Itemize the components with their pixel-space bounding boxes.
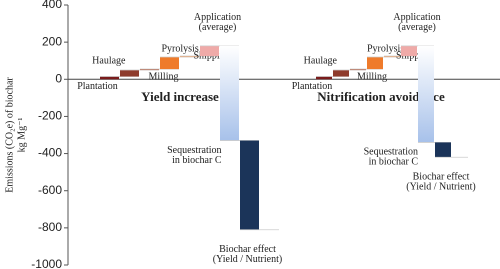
group-title: Nitrification avoidance	[317, 89, 445, 104]
bar	[316, 76, 332, 80]
step-label: Pyrolysis	[162, 43, 199, 54]
bar	[367, 57, 383, 70]
group-title: Yield increase	[141, 89, 219, 104]
step-label: Milling	[148, 71, 178, 82]
step-label: Plantation	[77, 81, 118, 92]
y-tick-label: 400	[42, 0, 62, 11]
bar	[160, 57, 179, 70]
y-axis-label: kg Mg⁻¹	[16, 118, 27, 153]
bar	[180, 56, 199, 58]
step-label: Biochar effect	[219, 244, 276, 255]
step-label: Sequestration	[167, 145, 221, 156]
step-label: in biochar C	[369, 157, 419, 168]
step-label: Plantation	[292, 81, 333, 92]
step-label: Haulage	[92, 55, 126, 66]
step-label: Biochar effect	[413, 172, 470, 183]
step-label: Haulage	[304, 55, 338, 66]
bar	[220, 45, 239, 141]
step-label: Pyrolysis	[367, 43, 404, 54]
step-label: (Yield / Nutrient)	[213, 254, 282, 265]
bar	[350, 69, 366, 71]
y-tick-label: -1000	[31, 257, 62, 269]
step-label: Milling	[357, 71, 387, 82]
y-axis-label: Emissions (CO₂e) of biochar	[4, 77, 15, 193]
bar	[120, 70, 139, 77]
bar	[384, 56, 400, 58]
bar	[435, 142, 451, 158]
step-label: (average)	[199, 22, 237, 33]
bar	[100, 76, 119, 80]
y-tick-label: 200	[42, 34, 62, 48]
step-label: Application	[194, 12, 241, 23]
bar	[140, 69, 159, 71]
y-tick-label: -400	[38, 146, 62, 160]
y-tick-label: -600	[38, 183, 62, 197]
step-label: Sequestration	[364, 147, 418, 158]
y-tick-label: -800	[38, 220, 62, 234]
step-label: (Yield / Nutrient)	[406, 182, 475, 193]
y-tick-label: 0	[55, 71, 62, 85]
bar	[401, 45, 417, 57]
bar	[418, 45, 434, 143]
step-label: (average)	[398, 22, 436, 33]
bar	[200, 45, 219, 57]
step-label: in biochar C	[172, 155, 222, 166]
step-label: Application	[393, 12, 440, 23]
y-tick-label: -200	[38, 109, 62, 123]
bar	[333, 70, 349, 77]
bar	[240, 140, 259, 230]
